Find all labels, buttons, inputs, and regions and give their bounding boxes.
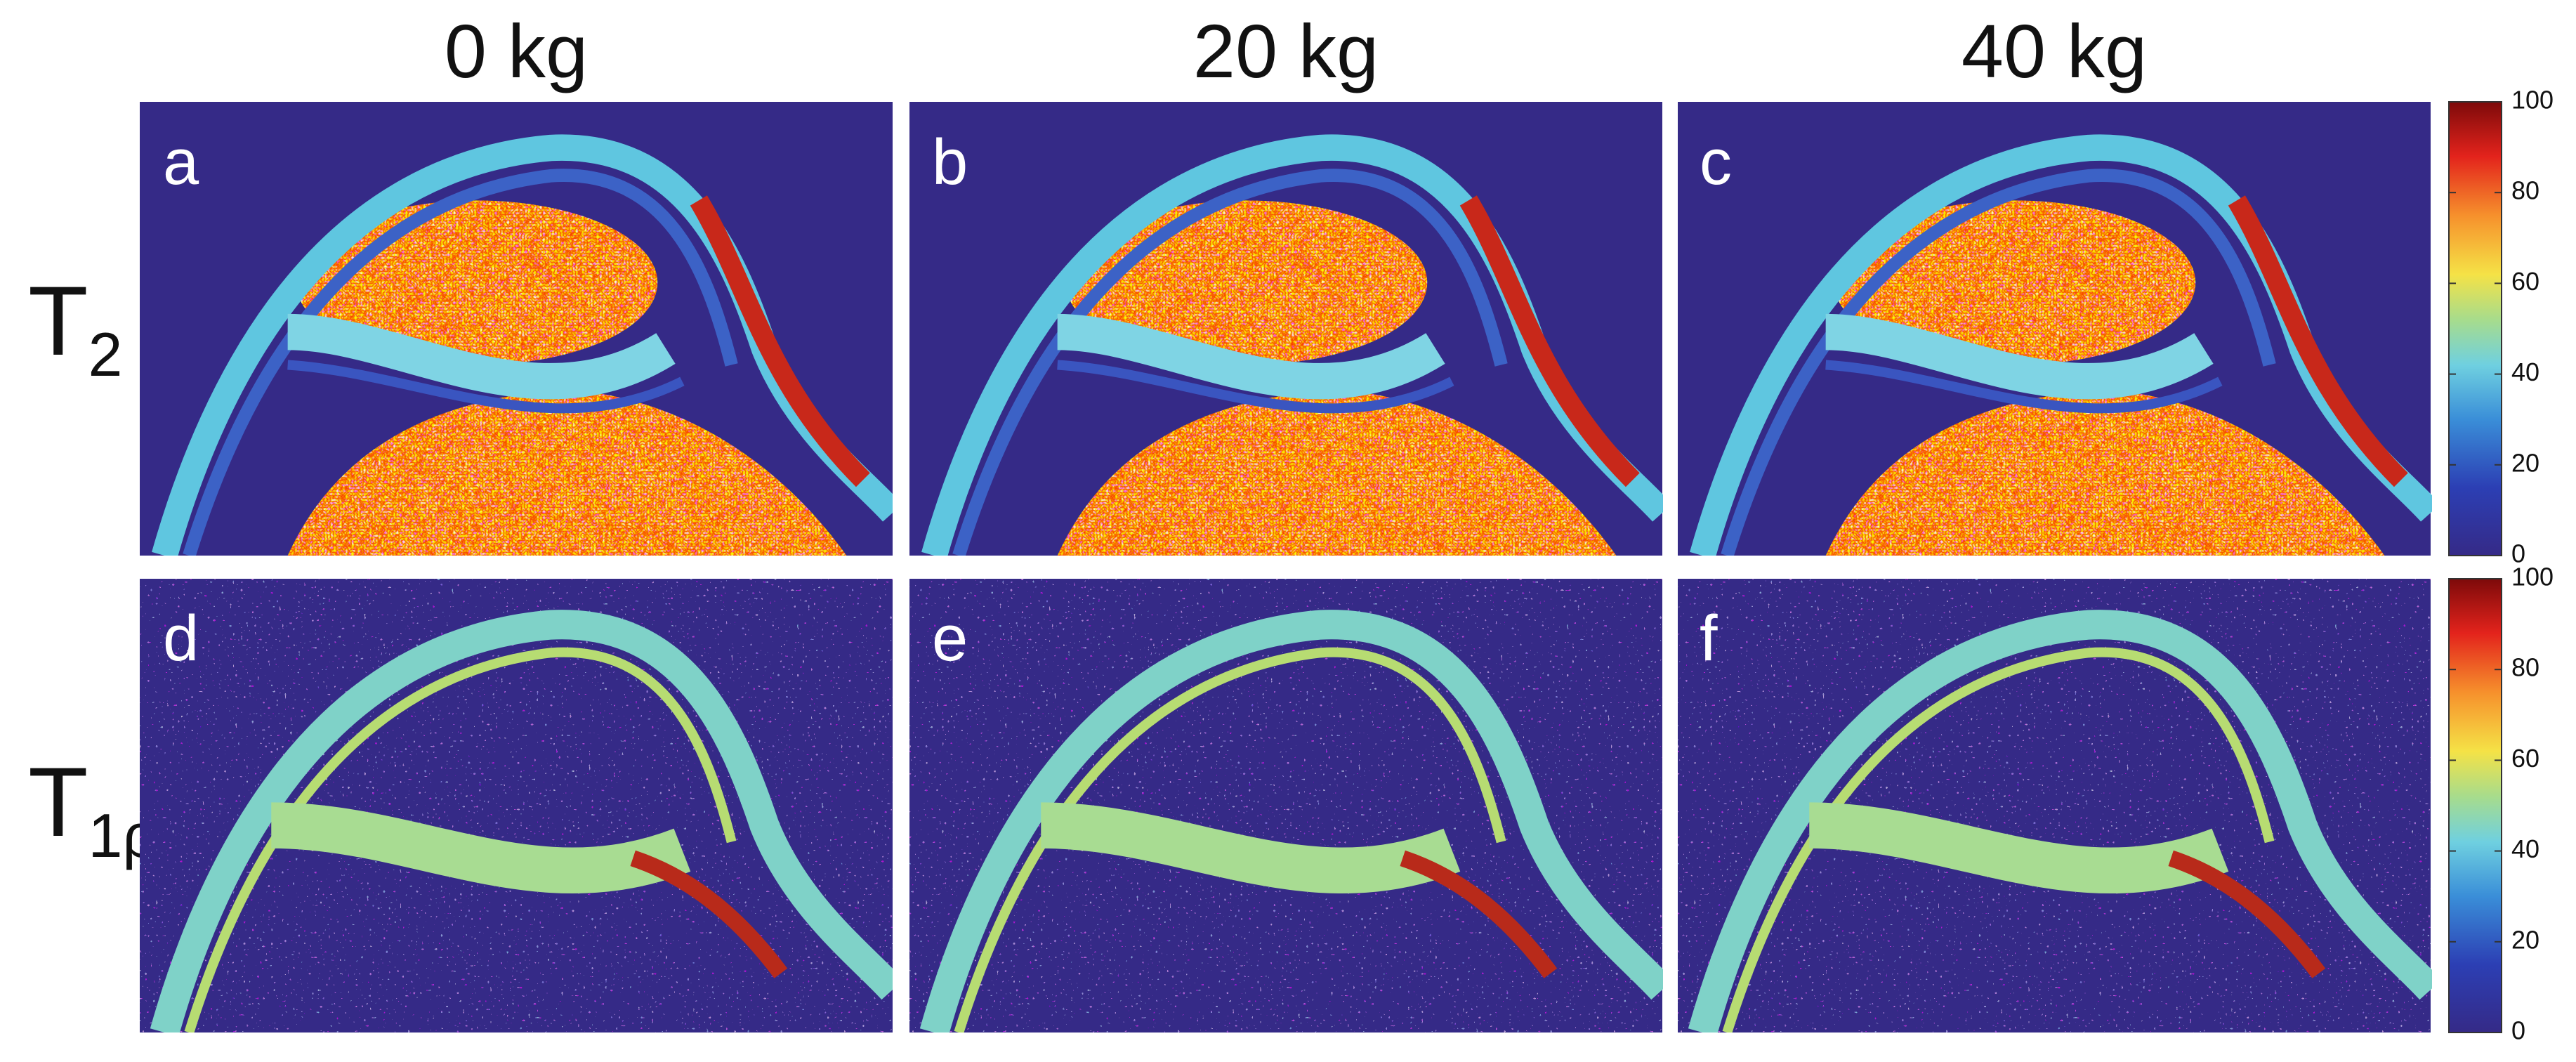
panel-letter: f xyxy=(1700,603,1718,674)
colorbar-tick-label: 40 xyxy=(2511,358,2539,386)
panel-letter: c xyxy=(1700,126,1732,198)
colorbar-tick-label: 100 xyxy=(2511,563,2554,591)
panel-letter: d xyxy=(163,603,199,674)
colorbar-tick-label: 100 xyxy=(2511,86,2554,114)
row-symbol: T xyxy=(28,266,88,376)
colorbar-tick-label: 0 xyxy=(2511,539,2525,568)
panel-letter: e xyxy=(932,603,968,674)
row-symbol: T xyxy=(28,747,88,857)
colorbar-tick-label: 60 xyxy=(2511,267,2539,296)
colorbar-tick-label: 40 xyxy=(2511,834,2539,863)
t1rho-map xyxy=(1678,579,2431,1032)
t2-map xyxy=(140,102,893,556)
colorbar-tick-label: 80 xyxy=(2511,653,2539,682)
row-subscript: 2 xyxy=(88,320,123,389)
row-label: T2 xyxy=(28,266,122,389)
colorbar xyxy=(2448,578,2502,1033)
colorbar-tick-label: 80 xyxy=(2511,176,2539,205)
t2-map xyxy=(1678,102,2431,556)
column-header: 40 kg xyxy=(1961,8,2147,93)
panel-letter: a xyxy=(163,126,199,198)
colorbar-tick-label: 20 xyxy=(2511,448,2539,477)
colorbar-tick-label: 0 xyxy=(2511,1016,2525,1045)
colorbar xyxy=(2448,101,2502,556)
row-label: T1ρ xyxy=(28,747,158,870)
column-header: 0 kg xyxy=(445,8,588,93)
t1rho-map xyxy=(140,579,893,1032)
t2-map xyxy=(909,102,1662,556)
t1rho-map xyxy=(909,579,1662,1032)
column-header: 20 kg xyxy=(1193,8,1379,93)
panel-letter: b xyxy=(932,126,968,198)
colorbar-tick-label: 60 xyxy=(2511,744,2539,773)
colorbar-tick-label: 20 xyxy=(2511,925,2539,954)
